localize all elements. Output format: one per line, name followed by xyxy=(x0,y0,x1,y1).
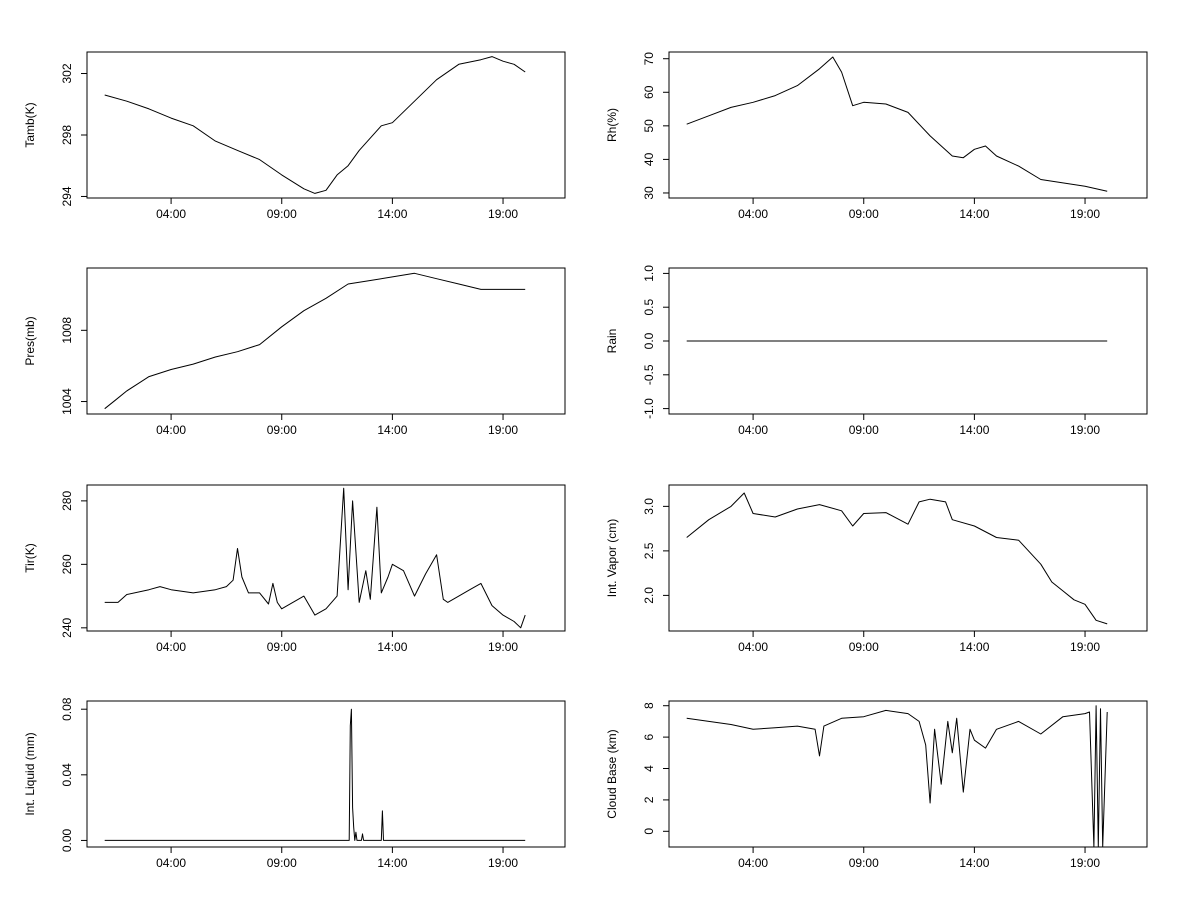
y-tick-label: 0 xyxy=(642,828,656,835)
x-tick-label: 19:00 xyxy=(488,856,518,870)
y-tick-label: 0.00 xyxy=(60,828,74,852)
y-axis-label: Rain xyxy=(605,329,619,354)
y-tick-label: -1.0 xyxy=(642,398,656,419)
x-tick-label: 09:00 xyxy=(267,423,297,437)
series-line-tir xyxy=(104,487,526,629)
y-tick-label: 2.0 xyxy=(642,587,656,604)
x-tick-label: 14:00 xyxy=(377,207,407,221)
x-tick-label: 09:00 xyxy=(267,207,297,221)
x-tick-label: 04:00 xyxy=(738,207,768,221)
y-tick-label: 1.0 xyxy=(642,265,656,282)
y-axis-label: Tir(K) xyxy=(23,543,37,573)
x-tick-label: 14:00 xyxy=(959,423,989,437)
y-tick-label: 1004 xyxy=(60,388,74,415)
y-axis-label: Int. Vapor (cm) xyxy=(605,519,619,597)
x-tick-label: 09:00 xyxy=(267,856,297,870)
x-tick-label: 19:00 xyxy=(1070,423,1100,437)
y-tick-label: 298 xyxy=(60,125,74,145)
y-tick-label: 60 xyxy=(642,85,656,99)
plot-frame xyxy=(86,484,566,632)
x-tick-label: 04:00 xyxy=(156,423,186,437)
series-line-tamb xyxy=(104,56,526,194)
x-tick-label: 19:00 xyxy=(488,423,518,437)
x-tick-label: 04:00 xyxy=(738,856,768,870)
y-tick-label: 260 xyxy=(60,554,74,574)
series-line-cloud-base xyxy=(686,705,1108,848)
x-tick-label: 04:00 xyxy=(156,640,186,654)
chart-panel-2: 04:00 09:00 14:00 19:00 30 40 50 60 70 Rh(%) xyxy=(605,51,1148,221)
y-tick-label: 30 xyxy=(642,186,656,200)
y-axis-label: Tamb(K) xyxy=(23,102,37,147)
plot-frame xyxy=(668,700,1148,848)
y-tick-label: 0.5 xyxy=(642,299,656,316)
plot-frame xyxy=(668,51,1148,199)
x-tick-label: 14:00 xyxy=(959,856,989,870)
x-tick-label: 14:00 xyxy=(377,423,407,437)
y-tick-label: 4 xyxy=(642,765,656,772)
chart-panel-1: 04:00 09:00 14:00 19:00 294 298 302 Tamb(K) xyxy=(23,51,566,221)
x-tick-label: 09:00 xyxy=(849,856,879,870)
chart-panel-8: 04:00 09:00 14:00 19:00 0 2 4 6 8 Cloud Base (km) xyxy=(605,700,1148,870)
x-tick-label: 14:00 xyxy=(959,207,989,221)
y-tick-label: 50 xyxy=(642,119,656,133)
y-tick-label: 0.0 xyxy=(642,332,656,349)
y-tick-label: 240 xyxy=(60,617,74,637)
plot-frame xyxy=(86,267,566,415)
chart-panel-5: 04:00 09:00 14:00 19:00 240 260 280 Tir(K) xyxy=(23,484,566,654)
y-tick-label: 2.5 xyxy=(642,542,656,559)
plot-frame xyxy=(668,484,1148,632)
chart-panel-3: 04:00 09:00 14:00 19:00 1004 1008 Pres(mb) xyxy=(23,267,566,437)
chart-panel-7: 04:00 09:00 14:00 19:00 0.00 0.04 0.08 Int. Liq… xyxy=(23,697,566,870)
chart-panel-4: 04:00 09:00 14:00 19:00 -1.0 -0.5 0.0 0.5 1.0 Rai… xyxy=(605,265,1148,437)
y-tick-label: 8 xyxy=(642,702,656,709)
y-axis-label: Rh(%) xyxy=(605,108,619,142)
y-tick-label: 70 xyxy=(642,52,656,66)
series-line-int-vapor xyxy=(686,492,1108,625)
x-tick-label: 04:00 xyxy=(738,640,768,654)
x-tick-label: 19:00 xyxy=(1070,640,1100,654)
x-tick-label: 19:00 xyxy=(1070,207,1100,221)
y-tick-label: 302 xyxy=(60,63,74,83)
y-tick-label: 0.04 xyxy=(60,763,74,787)
x-tick-label: 09:00 xyxy=(267,640,297,654)
x-tick-label: 04:00 xyxy=(738,423,768,437)
series-line-int-liquid xyxy=(104,708,526,841)
y-tick-label: 40 xyxy=(642,152,656,166)
y-axis-label: Int. Liquid (mm) xyxy=(23,732,37,815)
x-tick-label: 09:00 xyxy=(849,423,879,437)
y-tick-label: 2 xyxy=(642,796,656,803)
y-tick-label: 0.08 xyxy=(60,697,74,721)
y-tick-label: 1008 xyxy=(60,317,74,344)
series-line-pres xyxy=(104,272,526,410)
x-tick-label: 14:00 xyxy=(959,640,989,654)
x-tick-label: 09:00 xyxy=(849,207,879,221)
x-tick-label: 19:00 xyxy=(1070,856,1100,870)
x-tick-label: 14:00 xyxy=(377,640,407,654)
y-axis-label: Pres(mb) xyxy=(23,316,37,365)
y-tick-label: 294 xyxy=(60,186,74,206)
x-tick-label: 19:00 xyxy=(488,207,518,221)
y-tick-label: 6 xyxy=(642,733,656,740)
y-tick-label: -0.5 xyxy=(642,364,656,385)
x-tick-label: 09:00 xyxy=(849,640,879,654)
x-tick-label: 14:00 xyxy=(377,856,407,870)
series-line-rh xyxy=(686,56,1108,192)
x-tick-label: 04:00 xyxy=(156,856,186,870)
y-tick-label: 3.0 xyxy=(642,498,656,515)
chart-panel-6: 04:00 09:00 14:00 19:00 2.0 2.5 3.0 Int. Vapor … xyxy=(605,484,1148,654)
y-tick-label: 280 xyxy=(60,491,74,511)
plot-frame xyxy=(86,51,566,199)
x-tick-label: 19:00 xyxy=(488,640,518,654)
plot-frame xyxy=(86,700,566,848)
y-axis-label: Cloud Base (km) xyxy=(605,729,619,818)
x-tick-label: 04:00 xyxy=(156,207,186,221)
